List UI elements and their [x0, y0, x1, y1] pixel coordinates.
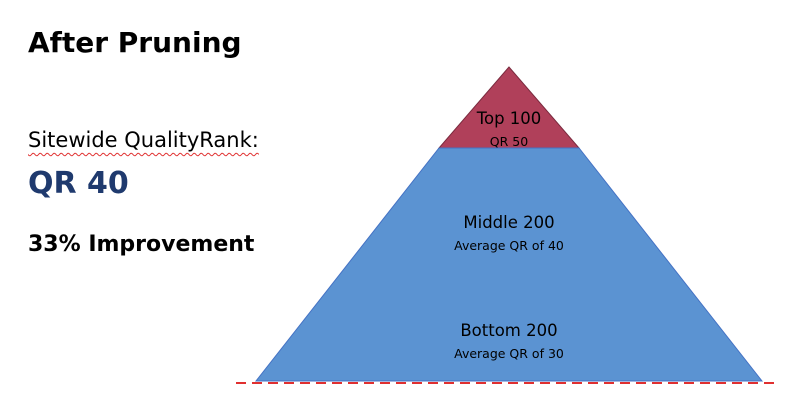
tier-top-title: Top 100 — [476, 109, 542, 128]
tier-middle-title: Middle 200 — [463, 213, 554, 232]
improvement-text: 33% Improvement — [28, 232, 255, 257]
quality-rank-value: QR 40 — [28, 166, 129, 201]
slide-title: After Pruning — [28, 26, 242, 59]
tier-top-subtitle: QR 50 — [490, 134, 528, 149]
pyramid-lower-segment — [254, 147, 764, 382]
tier-middle-subtitle: Average QR of 40 — [454, 238, 564, 253]
quality-rank-label: Sitewide QualityRank: — [28, 128, 259, 152]
tier-bottom-title: Bottom 200 — [460, 321, 557, 340]
tier-bottom-subtitle: Average QR of 30 — [454, 346, 564, 361]
